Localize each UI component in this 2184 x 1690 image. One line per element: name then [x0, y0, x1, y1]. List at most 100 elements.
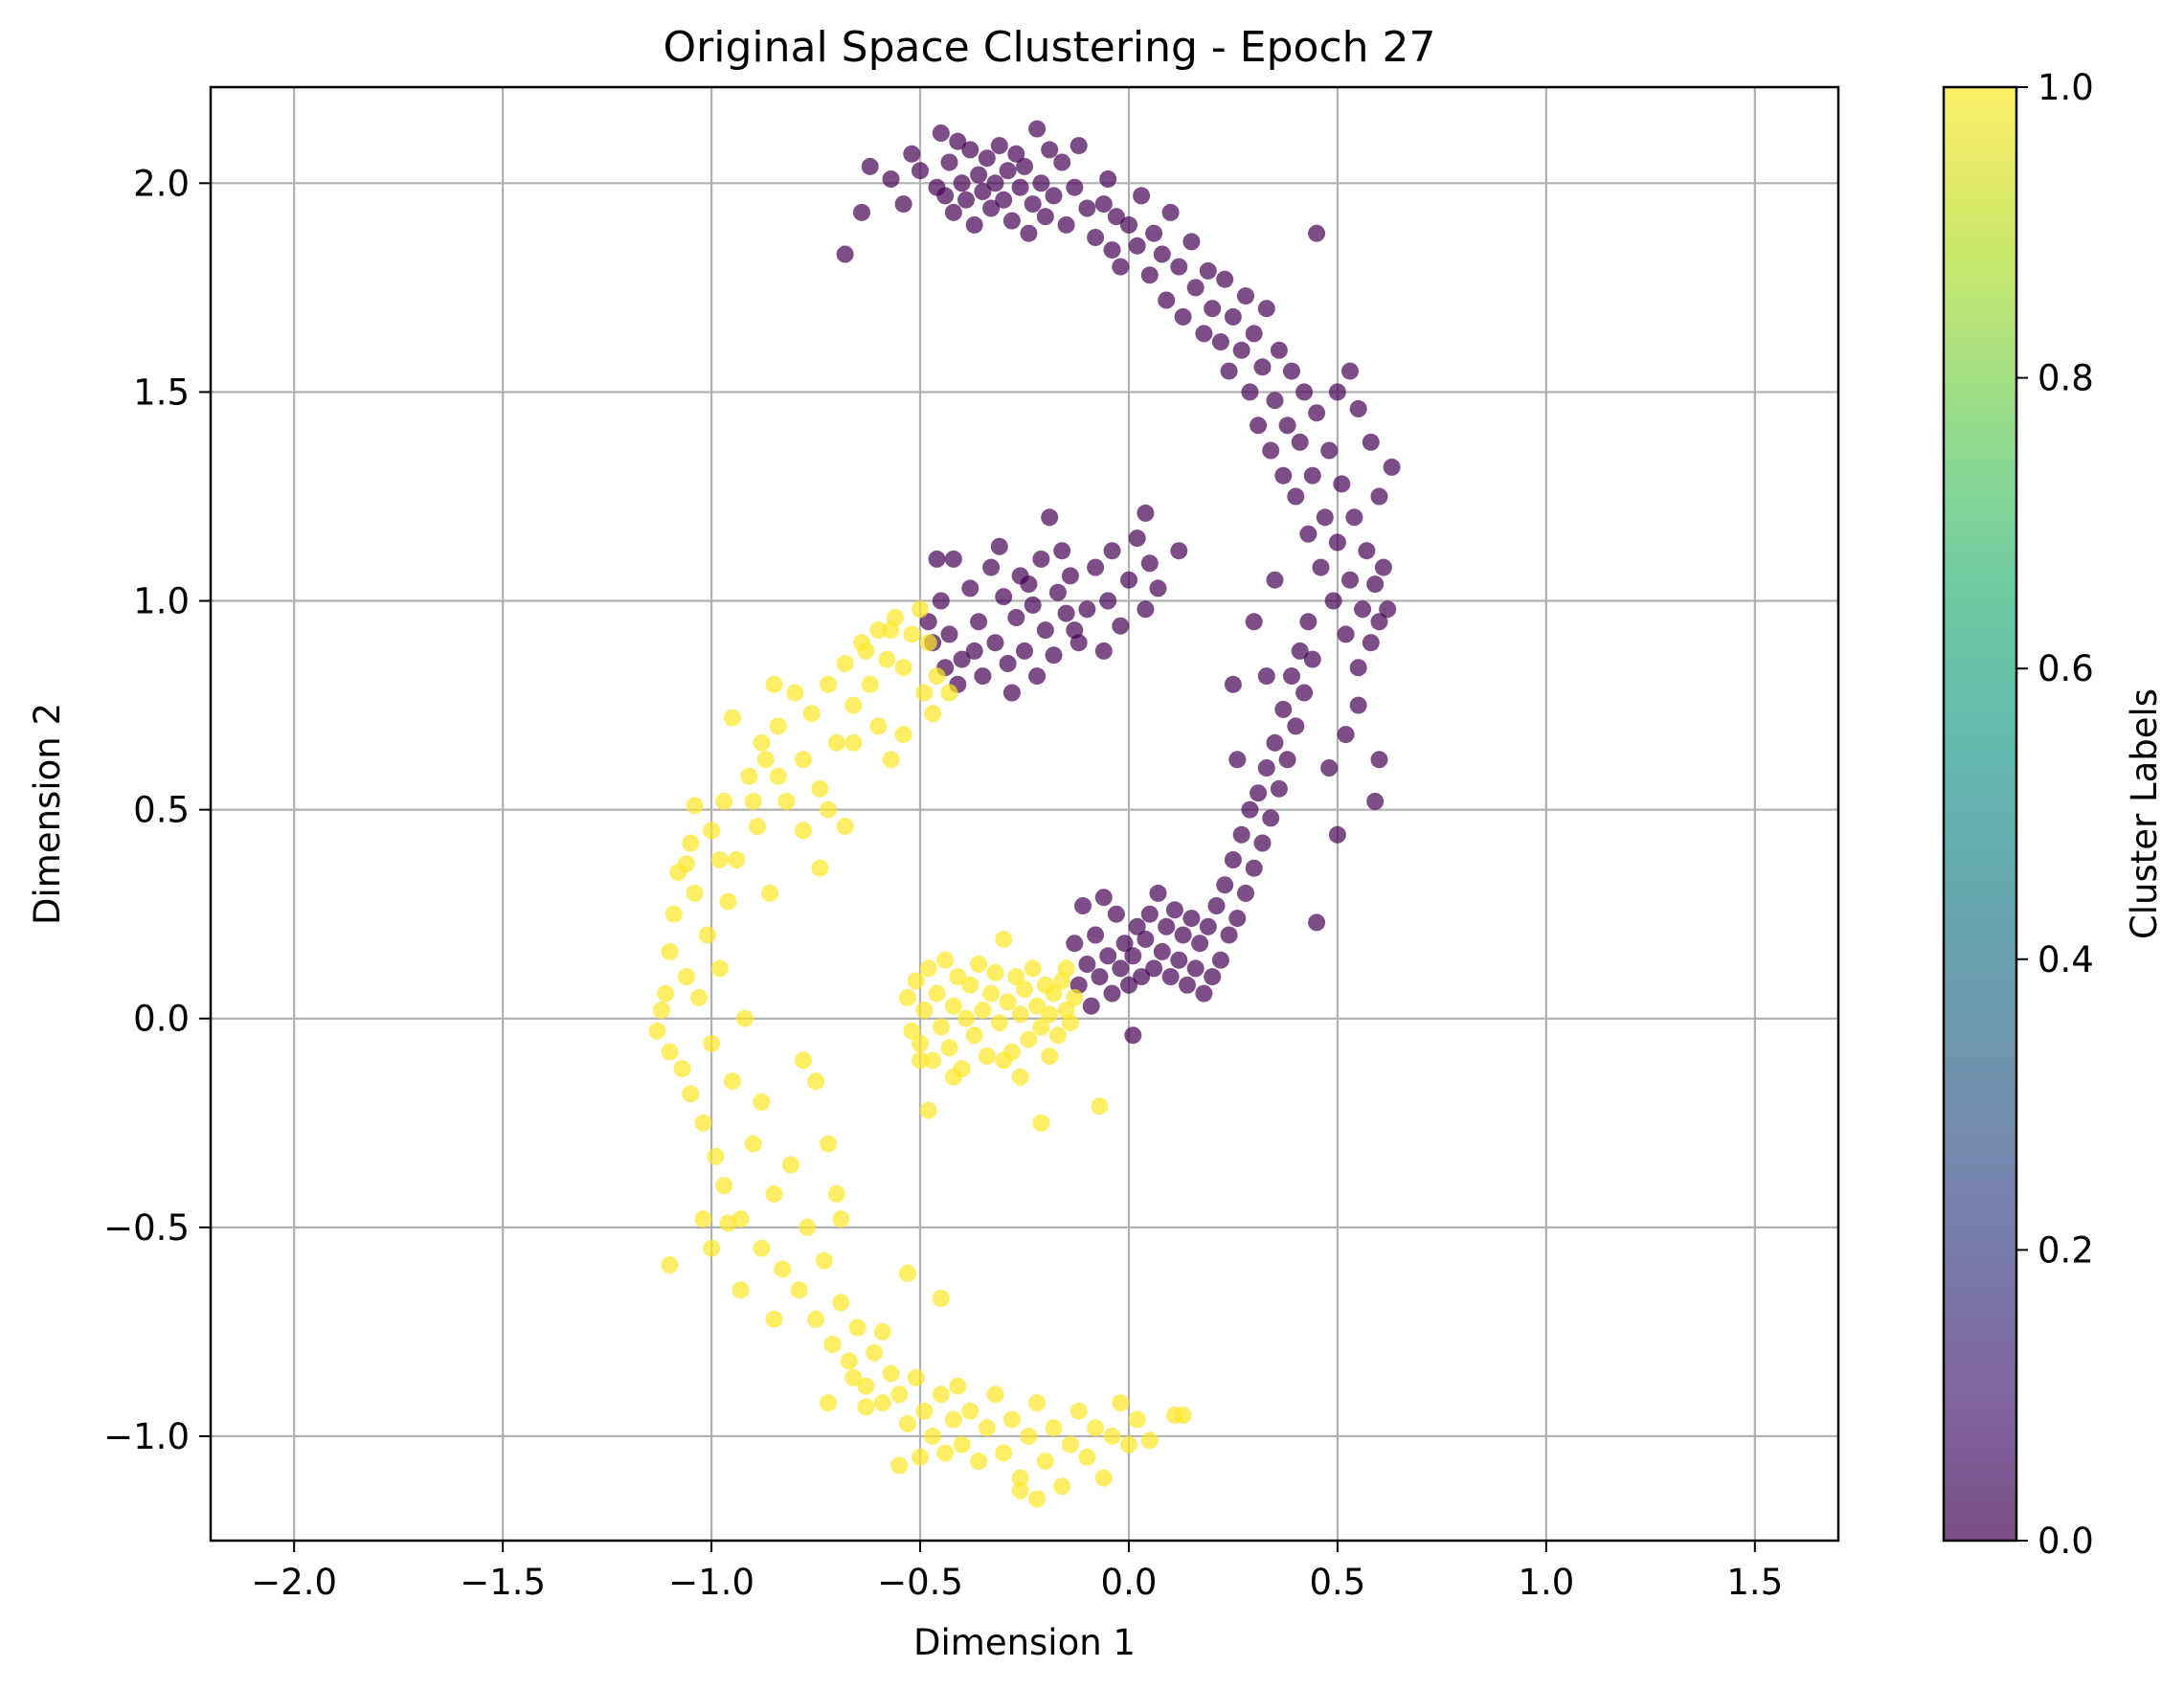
data-point-cluster-1 [1103, 1427, 1121, 1445]
data-point-cluster-0 [1007, 609, 1025, 626]
data-point-cluster-1 [840, 1352, 858, 1370]
data-point-cluster-1 [1045, 984, 1063, 1003]
data-point-cluster-1 [912, 1448, 929, 1466]
data-point-cluster-0 [1007, 145, 1025, 163]
data-point-cluster-0 [1170, 542, 1188, 560]
data-point-cluster-1 [898, 988, 916, 1006]
data-point-cluster-0 [1133, 968, 1151, 986]
data-point-cluster-0 [1228, 910, 1247, 928]
data-point-cluster-1 [732, 1281, 750, 1299]
data-point-cluster-0 [1250, 784, 1268, 802]
data-point-cluster-0 [1016, 157, 1033, 175]
data-point-cluster-1 [1028, 1490, 1047, 1508]
data-point-cluster-0 [1078, 199, 1096, 217]
data-point-cluster-1 [915, 684, 934, 702]
data-point-cluster-0 [903, 145, 921, 163]
y-axis-label: Dimension 2 [27, 703, 68, 925]
data-point-cluster-1 [719, 892, 737, 911]
data-point-cluster-0 [1312, 558, 1330, 576]
data-point-cluster-0 [1032, 550, 1050, 568]
data-point-cluster-0 [1211, 951, 1229, 969]
data-point-cluster-1 [707, 1147, 725, 1165]
data-point-cluster-0 [1099, 592, 1117, 610]
data-point-cluster-1 [1011, 1469, 1029, 1487]
data-point-cluster-1 [928, 667, 946, 686]
data-point-cluster-0 [1153, 942, 1171, 960]
data-point-cluster-0 [1120, 976, 1137, 994]
data-point-cluster-0 [990, 537, 1008, 555]
data-point-cluster-0 [1349, 659, 1367, 677]
data-point-cluster-0 [1195, 984, 1213, 1003]
data-point-cluster-1 [1057, 959, 1075, 978]
points-layer [648, 120, 1401, 1508]
data-point-cluster-0 [1069, 137, 1088, 155]
data-point-cluster-1 [1087, 1419, 1105, 1437]
data-point-cluster-0 [999, 655, 1017, 672]
data-point-cluster-0 [1137, 600, 1155, 619]
data-point-cluster-0 [999, 162, 1017, 180]
data-point-cluster-1 [820, 1394, 838, 1412]
data-point-cluster-1 [1002, 1410, 1021, 1429]
data-point-cluster-0 [1370, 751, 1388, 769]
data-point-cluster-1 [936, 951, 955, 969]
data-point-cluster-1 [898, 1414, 916, 1432]
data-point-cluster-1 [944, 1068, 962, 1086]
data-point-cluster-1 [898, 1264, 916, 1282]
colorbar-gradient [1944, 87, 2016, 1541]
data-point-cluster-0 [1262, 441, 1280, 460]
data-point-cluster-1 [1020, 1030, 1038, 1048]
data-point-cluster-1 [844, 1368, 863, 1386]
data-point-cluster-1 [1041, 1048, 1059, 1065]
x-tick-label: −2.0 [251, 1562, 337, 1603]
data-point-cluster-1 [807, 1072, 825, 1091]
data-point-cluster-1 [765, 1184, 783, 1203]
data-point-cluster-0 [1020, 575, 1038, 594]
data-point-cluster-1 [912, 1051, 929, 1070]
x-tick-label: 1.5 [1726, 1562, 1783, 1603]
data-point-cluster-1 [677, 855, 695, 873]
data-point-cluster-1 [795, 822, 812, 840]
data-point-cluster-1 [953, 1435, 971, 1453]
data-point-cluster-1 [894, 659, 912, 677]
data-point-cluster-1 [990, 1014, 1008, 1032]
data-point-cluster-0 [1091, 968, 1109, 986]
data-point-cluster-1 [890, 1456, 909, 1475]
data-point-cluster-0 [961, 579, 979, 597]
data-point-cluster-1 [686, 797, 704, 815]
data-point-cluster-1 [765, 1310, 783, 1328]
data-point-cluster-0 [1204, 968, 1222, 986]
data-point-cluster-0 [1078, 600, 1096, 619]
data-point-cluster-0 [1120, 215, 1137, 234]
y-tick-label: −0.5 [103, 1207, 190, 1249]
data-point-cluster-1 [944, 1410, 962, 1429]
data-point-cluster-1 [903, 1022, 921, 1040]
data-point-cluster-0 [1170, 258, 1188, 276]
data-point-cluster-0 [1383, 458, 1401, 476]
data-point-cluster-1 [836, 655, 854, 672]
data-point-cluster-0 [1241, 800, 1259, 819]
data-point-cluster-1 [756, 751, 775, 769]
data-point-cluster-1 [974, 1002, 992, 1019]
data-point-cluster-0 [1266, 733, 1284, 752]
data-point-cluster-1 [673, 1060, 691, 1078]
data-point-cluster-1 [682, 1085, 700, 1103]
colorbar: 0.0 0.2 0.4 0.6 0.8 1.0 Cluster Labels [1942, 67, 2165, 1562]
colorbar-ticks: 0.0 0.2 0.4 0.6 0.8 1.0 [2016, 67, 2094, 1562]
data-point-cluster-0 [861, 157, 879, 175]
data-point-cluster-1 [924, 705, 942, 723]
data-point-cluster-1 [949, 968, 967, 986]
data-point-cluster-1 [744, 792, 762, 810]
data-point-cluster-1 [694, 1210, 712, 1228]
data-point-cluster-0 [1303, 650, 1321, 668]
data-point-cluster-0 [1182, 233, 1201, 251]
data-point-cluster-1 [940, 684, 958, 702]
data-point-cluster-0 [1145, 959, 1163, 978]
data-point-cluster-0 [1291, 433, 1309, 451]
data-point-cluster-0 [1137, 930, 1155, 948]
data-point-cluster-0 [1291, 642, 1309, 660]
data-point-cluster-1 [912, 1034, 929, 1052]
data-point-cluster-1 [661, 1043, 679, 1061]
data-point-cluster-0 [1112, 617, 1130, 635]
data-point-cluster-1 [1112, 1394, 1130, 1412]
data-point-cluster-0 [1204, 300, 1222, 318]
